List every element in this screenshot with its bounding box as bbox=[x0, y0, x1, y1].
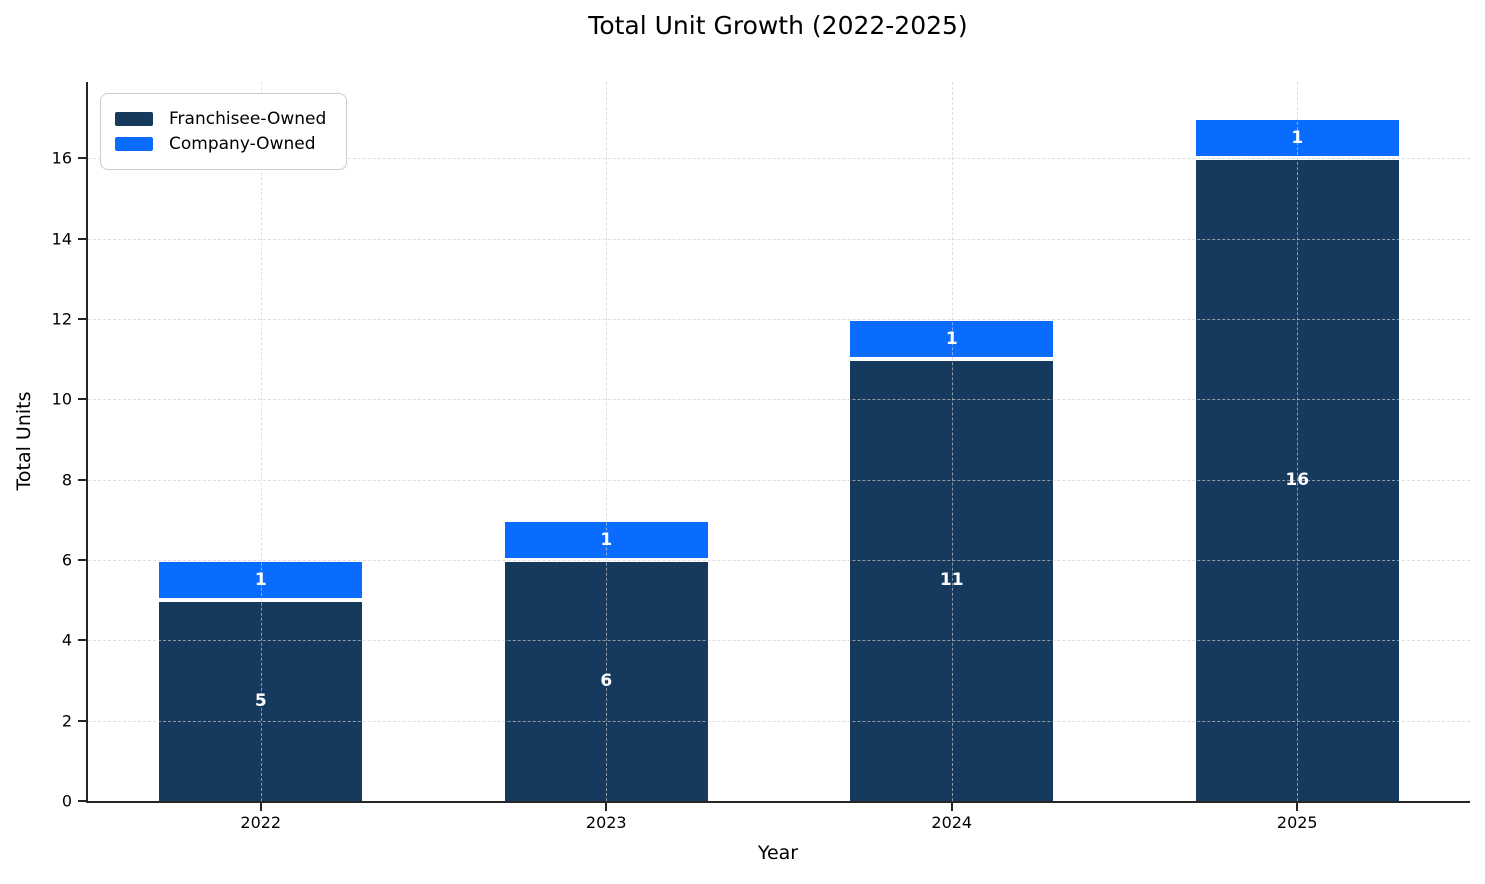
plot-area: Franchisee-Owned Company-Owned 5 1 2022 6 1 20… bbox=[52, 82, 1470, 832]
gridline-horizontal bbox=[88, 559, 1470, 561]
y-tick-label: 12 bbox=[51, 309, 72, 329]
y-tick-mark bbox=[78, 478, 86, 481]
y-tick-label: 16 bbox=[51, 148, 72, 168]
y-axis-label: Total Units bbox=[13, 391, 35, 491]
y-tick-mark bbox=[78, 237, 86, 240]
y-tick-mark bbox=[78, 639, 86, 642]
bar-value-label: 1 bbox=[254, 570, 267, 591]
gridline-horizontal bbox=[88, 479, 1470, 481]
y-tick-label: 6 bbox=[61, 550, 72, 570]
x-tick-mark bbox=[605, 803, 608, 811]
x-tick-label: 2023 bbox=[585, 813, 627, 832]
legend: Franchisee-Owned Company-Owned bbox=[100, 93, 348, 170]
bar-value-label: 5 bbox=[254, 690, 267, 711]
gridline-horizontal bbox=[88, 640, 1470, 642]
legend-swatch-company-owned bbox=[115, 137, 153, 151]
y-tick-mark bbox=[78, 398, 86, 401]
legend-label: Company-Owned bbox=[169, 134, 316, 154]
chart-title: Total Unit Growth (2022-2025) bbox=[588, 11, 968, 40]
x-tick-label: 2024 bbox=[931, 813, 973, 832]
bar-value-label: 6 bbox=[600, 670, 613, 691]
y-tick-mark bbox=[78, 800, 86, 802]
bar-value-label: 1 bbox=[600, 529, 613, 550]
y-tick-mark bbox=[78, 317, 86, 320]
y-tick-label: 0 bbox=[61, 791, 72, 811]
gridline-vertical bbox=[606, 82, 608, 801]
legend-item: Company-Owned bbox=[115, 134, 326, 154]
y-tick-mark bbox=[78, 157, 86, 160]
y-tick-label: 10 bbox=[51, 389, 72, 409]
x-tick-mark bbox=[950, 803, 953, 811]
x-tick-label: 2025 bbox=[1276, 813, 1318, 832]
gridline-vertical bbox=[951, 82, 953, 801]
gridline-horizontal bbox=[88, 399, 1470, 401]
gridline-horizontal bbox=[88, 238, 1470, 240]
gridline-horizontal bbox=[88, 720, 1470, 722]
x-axis-label: Year bbox=[757, 842, 799, 864]
legend-swatch-franchisee-owned bbox=[115, 112, 153, 126]
y-tick-label: 2 bbox=[61, 711, 72, 731]
bar-value-label: 1 bbox=[945, 329, 958, 350]
bar-value-label: 1 bbox=[1291, 128, 1304, 149]
x-tick-label: 2022 bbox=[240, 813, 282, 832]
y-tick-mark bbox=[78, 719, 86, 722]
legend-label: Franchisee-Owned bbox=[169, 109, 327, 129]
gridline-horizontal bbox=[88, 158, 1470, 160]
gridline-horizontal bbox=[88, 318, 1470, 320]
gridline-vertical bbox=[1297, 82, 1299, 801]
bar-value-label: 11 bbox=[939, 570, 964, 591]
gridline-vertical bbox=[260, 82, 262, 801]
x-tick-mark bbox=[259, 803, 262, 811]
y-tick-label: 14 bbox=[51, 229, 72, 249]
legend-item: Franchisee-Owned bbox=[115, 109, 326, 129]
y-tick-label: 8 bbox=[61, 470, 72, 490]
y-tick-mark bbox=[78, 558, 86, 561]
y-tick-label: 4 bbox=[61, 630, 72, 650]
bar-value-label: 16 bbox=[1285, 469, 1310, 490]
x-tick-mark bbox=[1296, 803, 1299, 811]
